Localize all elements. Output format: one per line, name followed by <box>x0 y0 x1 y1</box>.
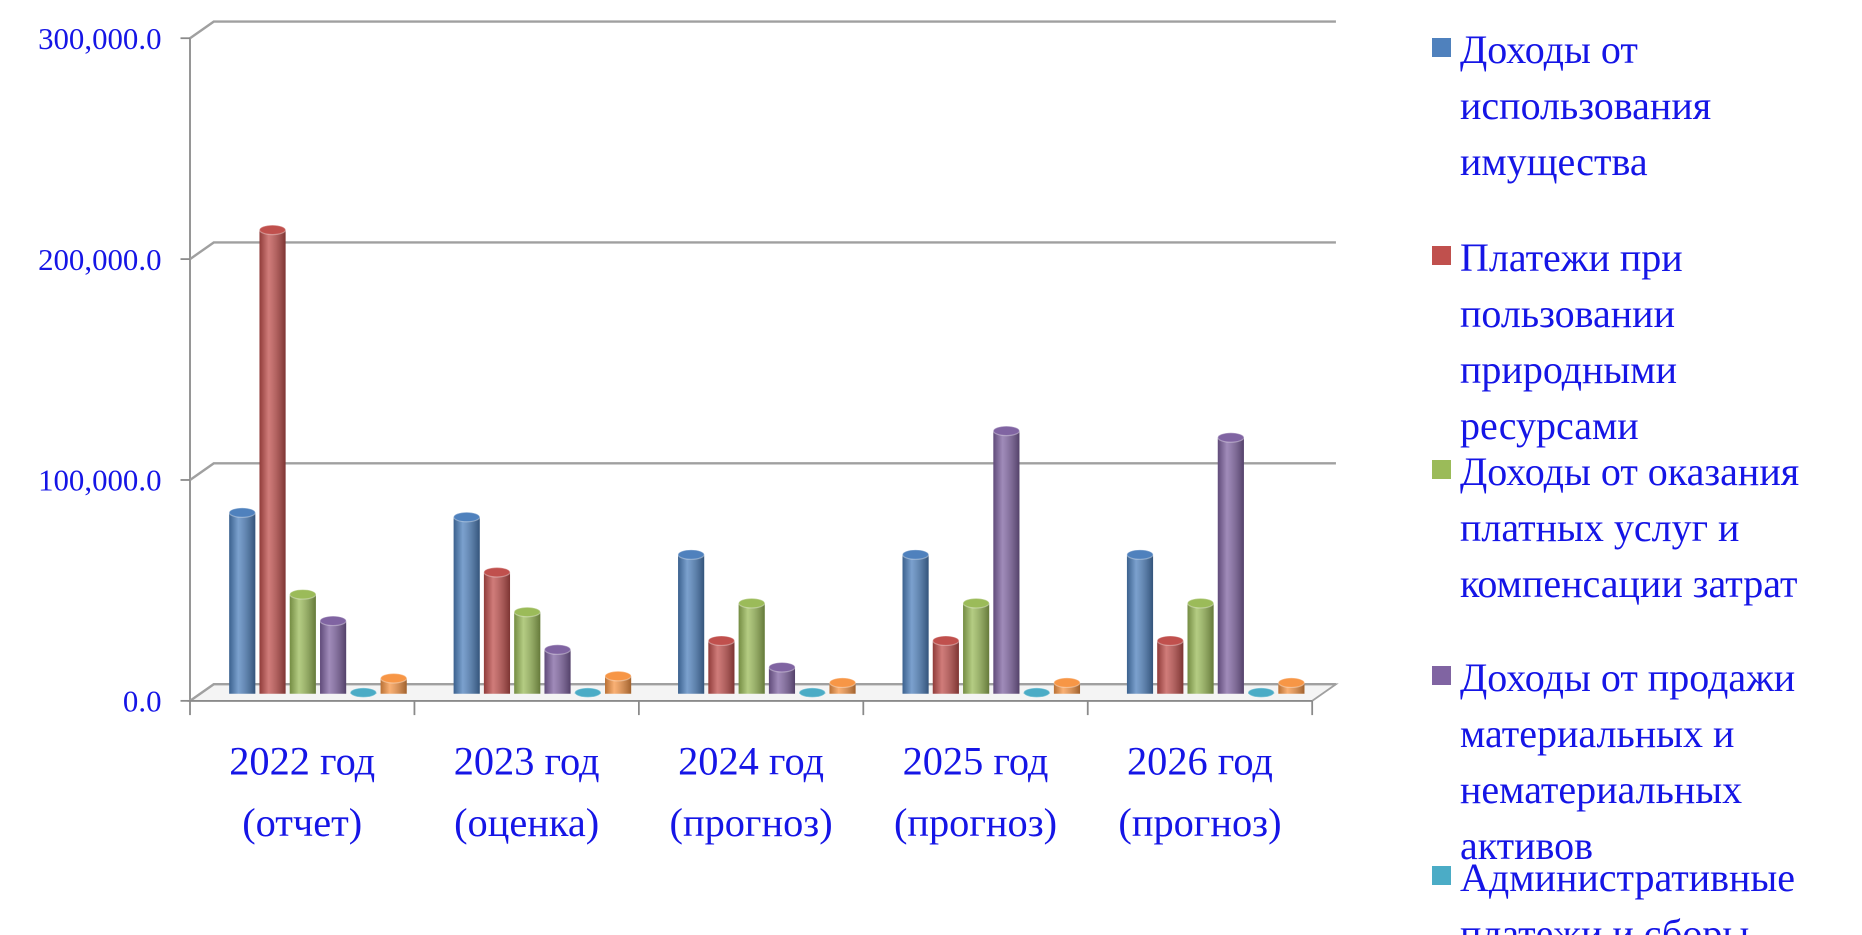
bar-top <box>349 687 378 698</box>
bar-top <box>1277 677 1306 689</box>
bar-top <box>1126 549 1154 560</box>
legend-item: Доходы от использования имущества <box>1432 22 1860 190</box>
bar-top <box>962 597 990 609</box>
x-tick-label: (прогноз) <box>670 800 833 845</box>
bar-shade <box>1157 640 1184 694</box>
bar-shade <box>932 640 959 694</box>
bar-top <box>707 635 736 647</box>
bar-shade <box>289 594 316 694</box>
bar-top <box>738 597 766 609</box>
bar-top <box>604 670 632 682</box>
bar-top <box>258 224 287 236</box>
x-tick-label: 2023 год <box>454 738 600 783</box>
bar-top <box>1186 597 1215 609</box>
legend-item: Доходы от оказания платных услуг и компе… <box>1432 444 1860 612</box>
legend-item: Административные платежи и сборы <box>1432 850 1860 935</box>
grid-line <box>189 462 1336 481</box>
bar-top <box>1023 687 1051 698</box>
legend-label: Доходы от оказания платных услуг и компе… <box>1460 449 1800 606</box>
bar-top <box>380 672 408 684</box>
bar-shade <box>993 430 1020 694</box>
bar-shade <box>514 611 541 694</box>
bar-top <box>453 511 481 523</box>
bar-top <box>483 566 511 578</box>
bar-top <box>319 615 347 627</box>
bar-shade <box>829 682 856 694</box>
bar-top <box>1053 677 1081 689</box>
bar-top <box>1156 635 1184 647</box>
bar-shade <box>229 512 256 694</box>
x-tick-label: 2025 год <box>903 738 1049 783</box>
bar-shade <box>963 603 990 694</box>
legend-item: Доходы от продажи материальных и нематер… <box>1432 650 1860 874</box>
bar-shade <box>1126 554 1154 694</box>
bar-shade <box>1217 437 1244 694</box>
legend-label: Административные платежи и сборы <box>1460 855 1796 935</box>
x-tick-label: (прогноз) <box>1118 800 1281 845</box>
bar-shade <box>1053 682 1081 694</box>
x-tick-label: 2022 год <box>229 738 375 783</box>
bar-top <box>574 687 602 698</box>
grid-line <box>189 20 1336 40</box>
bar-top <box>1217 432 1245 443</box>
y-tick-label: 200,000.0 <box>38 242 161 277</box>
legend-swatch <box>1432 866 1451 885</box>
bar-top <box>768 661 796 673</box>
bar-shade <box>1187 603 1214 694</box>
legend-label: Доходы от продажи материальных и нематер… <box>1460 655 1796 868</box>
bar-shade <box>605 676 632 694</box>
bar-top <box>677 549 705 560</box>
bar-shade <box>320 620 347 694</box>
grid-line <box>189 683 1336 702</box>
x-tick-label: (отчет) <box>242 800 362 845</box>
bar-top <box>513 606 541 618</box>
x-tick-label: 2026 год <box>1127 738 1273 783</box>
bar-top <box>1247 687 1275 698</box>
bar-top <box>992 425 1021 437</box>
bar-top <box>932 635 960 647</box>
bar-top <box>228 507 256 518</box>
x-tick-label: (оценка) <box>454 800 599 845</box>
bar-shade <box>678 554 705 694</box>
legend-label: Платежи при пользовании природными ресур… <box>1460 235 1683 448</box>
legend-swatch <box>1432 460 1451 479</box>
legend-item: Платежи при пользовании природными ресур… <box>1432 230 1860 454</box>
y-tick-label: 0.0 <box>123 684 162 719</box>
x-tick-label: 2024 год <box>678 738 824 783</box>
legend-swatch <box>1432 246 1451 265</box>
bar-shade <box>708 640 735 694</box>
legend-swatch <box>1432 666 1451 685</box>
bar-shade <box>1278 682 1305 694</box>
bar-shade <box>453 517 480 694</box>
bar-top <box>289 588 317 600</box>
bar-top <box>798 687 826 698</box>
legend-label: Доходы от использования имущества <box>1460 27 1712 184</box>
bar-shade <box>259 229 286 694</box>
bar-top <box>828 677 857 689</box>
bar-top <box>901 549 930 560</box>
bar-shade <box>544 649 571 694</box>
bar-shade <box>738 603 765 694</box>
y-tick-label: 100,000.0 <box>38 463 161 498</box>
legend-swatch <box>1432 38 1451 57</box>
grid-line <box>189 241 1336 261</box>
bar-top <box>543 644 572 655</box>
x-tick-label: (прогноз) <box>894 800 1057 845</box>
bar-shade <box>902 554 929 694</box>
bar-shade <box>483 572 511 694</box>
y-tick-label: 300,000.0 <box>38 21 161 56</box>
